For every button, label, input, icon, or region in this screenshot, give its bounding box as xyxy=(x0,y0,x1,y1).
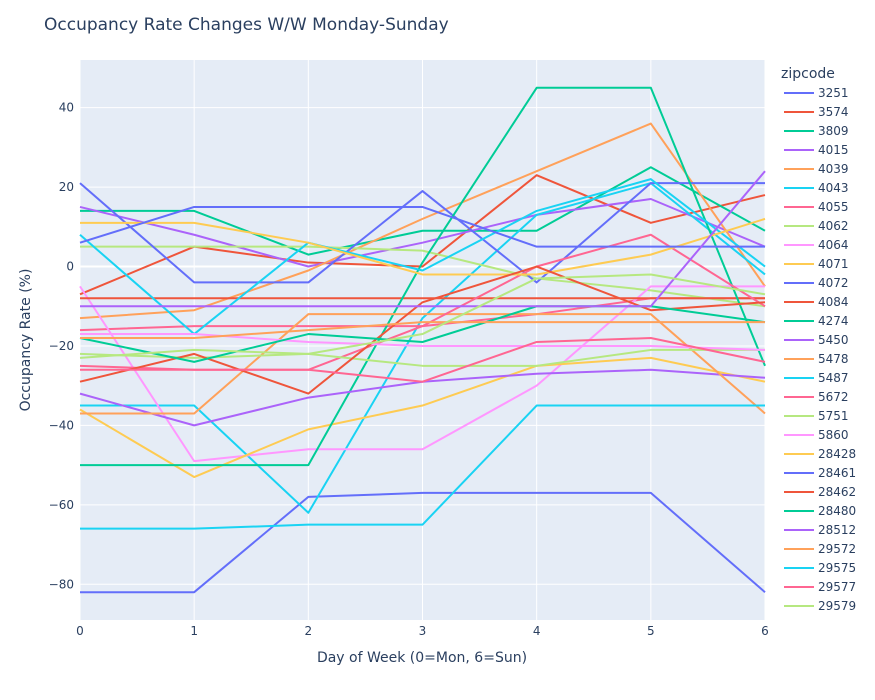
legend-label: 29572 xyxy=(818,542,856,556)
legend-item-29577[interactable]: 29577 xyxy=(784,580,856,594)
series-line-4072[interactable] xyxy=(79,182,765,284)
y-tick-label: −20 xyxy=(49,339,74,353)
legend-label: 5751 xyxy=(818,409,849,423)
legend[interactable]: zipcode 3251 3574 3809 4015 4039 4043 4055 4062… xyxy=(781,66,856,613)
legend-label: 28428 xyxy=(818,447,856,461)
series-line-28462[interactable] xyxy=(79,265,766,395)
legend-item-28512[interactable]: 28512 xyxy=(784,523,856,537)
legend-label: 4039 xyxy=(818,162,849,176)
legend-label: 4062 xyxy=(818,219,849,233)
legend-item-5487[interactable]: 5487 xyxy=(784,371,849,385)
legend-item-28462[interactable]: 28462 xyxy=(784,485,856,499)
legend-label: 5478 xyxy=(818,352,849,366)
y-axis-ticks: −80 −60 −40 −20 0 20 40 xyxy=(49,101,74,592)
legend-label: 4055 xyxy=(818,200,849,214)
x-tick-label: 4 xyxy=(533,624,541,638)
legend-item-4072[interactable]: 4072 xyxy=(784,276,849,290)
series-line-5478[interactable] xyxy=(80,313,766,415)
series-line-28428[interactable] xyxy=(80,217,766,276)
legend-item-4071[interactable]: 4071 xyxy=(784,257,849,271)
series-line-29572[interactable] xyxy=(80,321,765,340)
legend-item-3251[interactable]: 3251 xyxy=(784,86,849,100)
series-line-4062[interactable] xyxy=(80,245,766,308)
legend-label: 5487 xyxy=(818,371,849,385)
series-line-4015[interactable] xyxy=(79,198,766,268)
legend-item-4084[interactable]: 4084 xyxy=(784,295,849,309)
y-tick-label: 40 xyxy=(59,101,74,115)
chart-title: Occupancy Rate Changes W/W Monday-Sunday xyxy=(44,15,449,35)
legend-item-3574[interactable]: 3574 xyxy=(784,105,849,119)
x-tick-label: 0 xyxy=(76,624,84,638)
legend-label: 5672 xyxy=(818,390,849,404)
legend-label: 28480 xyxy=(818,504,856,518)
legend-item-28480[interactable]: 28480 xyxy=(784,504,856,518)
legend-item-29572[interactable]: 29572 xyxy=(784,542,856,556)
series-line-28512[interactable] xyxy=(80,170,766,308)
legend-item-5860[interactable]: 5860 xyxy=(784,428,849,442)
series-line-4071[interactable] xyxy=(79,356,766,479)
legend-item-5672[interactable]: 5672 xyxy=(784,390,849,404)
legend-label: 28512 xyxy=(818,523,856,537)
series-line-4064[interactable] xyxy=(79,285,765,463)
legend-label: 29575 xyxy=(818,561,856,575)
legend-label: 4015 xyxy=(818,143,849,157)
legend-item-3809[interactable]: 3809 xyxy=(784,124,849,138)
legend-item-4055[interactable]: 4055 xyxy=(784,200,849,214)
legend-label: 4274 xyxy=(818,314,849,328)
x-tick-label: 2 xyxy=(305,624,313,638)
legend-label: 28461 xyxy=(818,466,856,480)
legend-item-4015[interactable]: 4015 xyxy=(784,143,849,157)
legend-item-29579[interactable]: 29579 xyxy=(784,599,856,613)
legend-item-4274[interactable]: 4274 xyxy=(784,314,849,328)
legend-label: 28462 xyxy=(818,485,856,499)
series-line-29577[interactable] xyxy=(80,337,766,383)
legend-item-28461[interactable]: 28461 xyxy=(784,466,856,480)
legend-label: 29577 xyxy=(818,580,856,594)
x-tick-label: 5 xyxy=(647,624,655,638)
x-tick-label: 3 xyxy=(419,624,427,638)
legend-label: 3251 xyxy=(818,86,849,100)
legend-label: 4072 xyxy=(818,276,849,290)
series-line-5751[interactable] xyxy=(79,348,765,367)
series-line-4039[interactable] xyxy=(79,122,766,320)
legend-item-5450[interactable]: 5450 xyxy=(784,333,849,347)
series-line-4274[interactable] xyxy=(80,86,766,467)
x-axis-title: Day of Week (0=Mon, 6=Sun) xyxy=(317,650,527,666)
series-line-5860[interactable] xyxy=(80,333,766,351)
series-line-3809[interactable] xyxy=(80,166,766,256)
x-tick-label: 1 xyxy=(190,624,198,638)
series-lines xyxy=(79,86,766,594)
legend-label: 3574 xyxy=(818,105,849,119)
legend-label: 4043 xyxy=(818,181,849,195)
y-axis-title: Occupancy Rate (%) xyxy=(18,269,34,412)
legend-label: 5450 xyxy=(818,333,849,347)
legend-item-4039[interactable]: 4039 xyxy=(784,162,849,176)
x-axis-ticks: 0 1 2 3 4 5 6 xyxy=(76,624,769,638)
legend-item-29575[interactable]: 29575 xyxy=(784,561,856,575)
legend-item-5478[interactable]: 5478 xyxy=(784,352,849,366)
x-tick-label: 6 xyxy=(761,624,769,638)
legend-label: 4071 xyxy=(818,257,849,271)
legend-item-4064[interactable]: 4064 xyxy=(784,238,849,252)
y-tick-label: −60 xyxy=(49,498,74,512)
legend-item-5751[interactable]: 5751 xyxy=(784,409,849,423)
legend-label: 4084 xyxy=(818,295,849,309)
y-tick-label: −40 xyxy=(49,418,74,432)
legend-label: 29579 xyxy=(818,599,856,613)
legend-item-28428[interactable]: 28428 xyxy=(784,447,856,461)
series-line-28461[interactable] xyxy=(79,205,765,248)
y-tick-label: 0 xyxy=(66,260,74,274)
series-line-29575[interactable] xyxy=(80,404,765,530)
legend-label: 5860 xyxy=(818,428,849,442)
series-line-29579[interactable] xyxy=(79,273,766,359)
legend-label: 4064 xyxy=(818,238,849,252)
y-tick-label: −80 xyxy=(49,577,74,591)
legend-label: 3809 xyxy=(818,124,849,138)
legend-title: zipcode xyxy=(781,66,835,82)
legend-item-4062[interactable]: 4062 xyxy=(784,219,849,233)
y-tick-label: 20 xyxy=(59,180,74,194)
series-line-3251[interactable] xyxy=(80,491,766,594)
legend-item-4043[interactable]: 4043 xyxy=(784,181,849,195)
